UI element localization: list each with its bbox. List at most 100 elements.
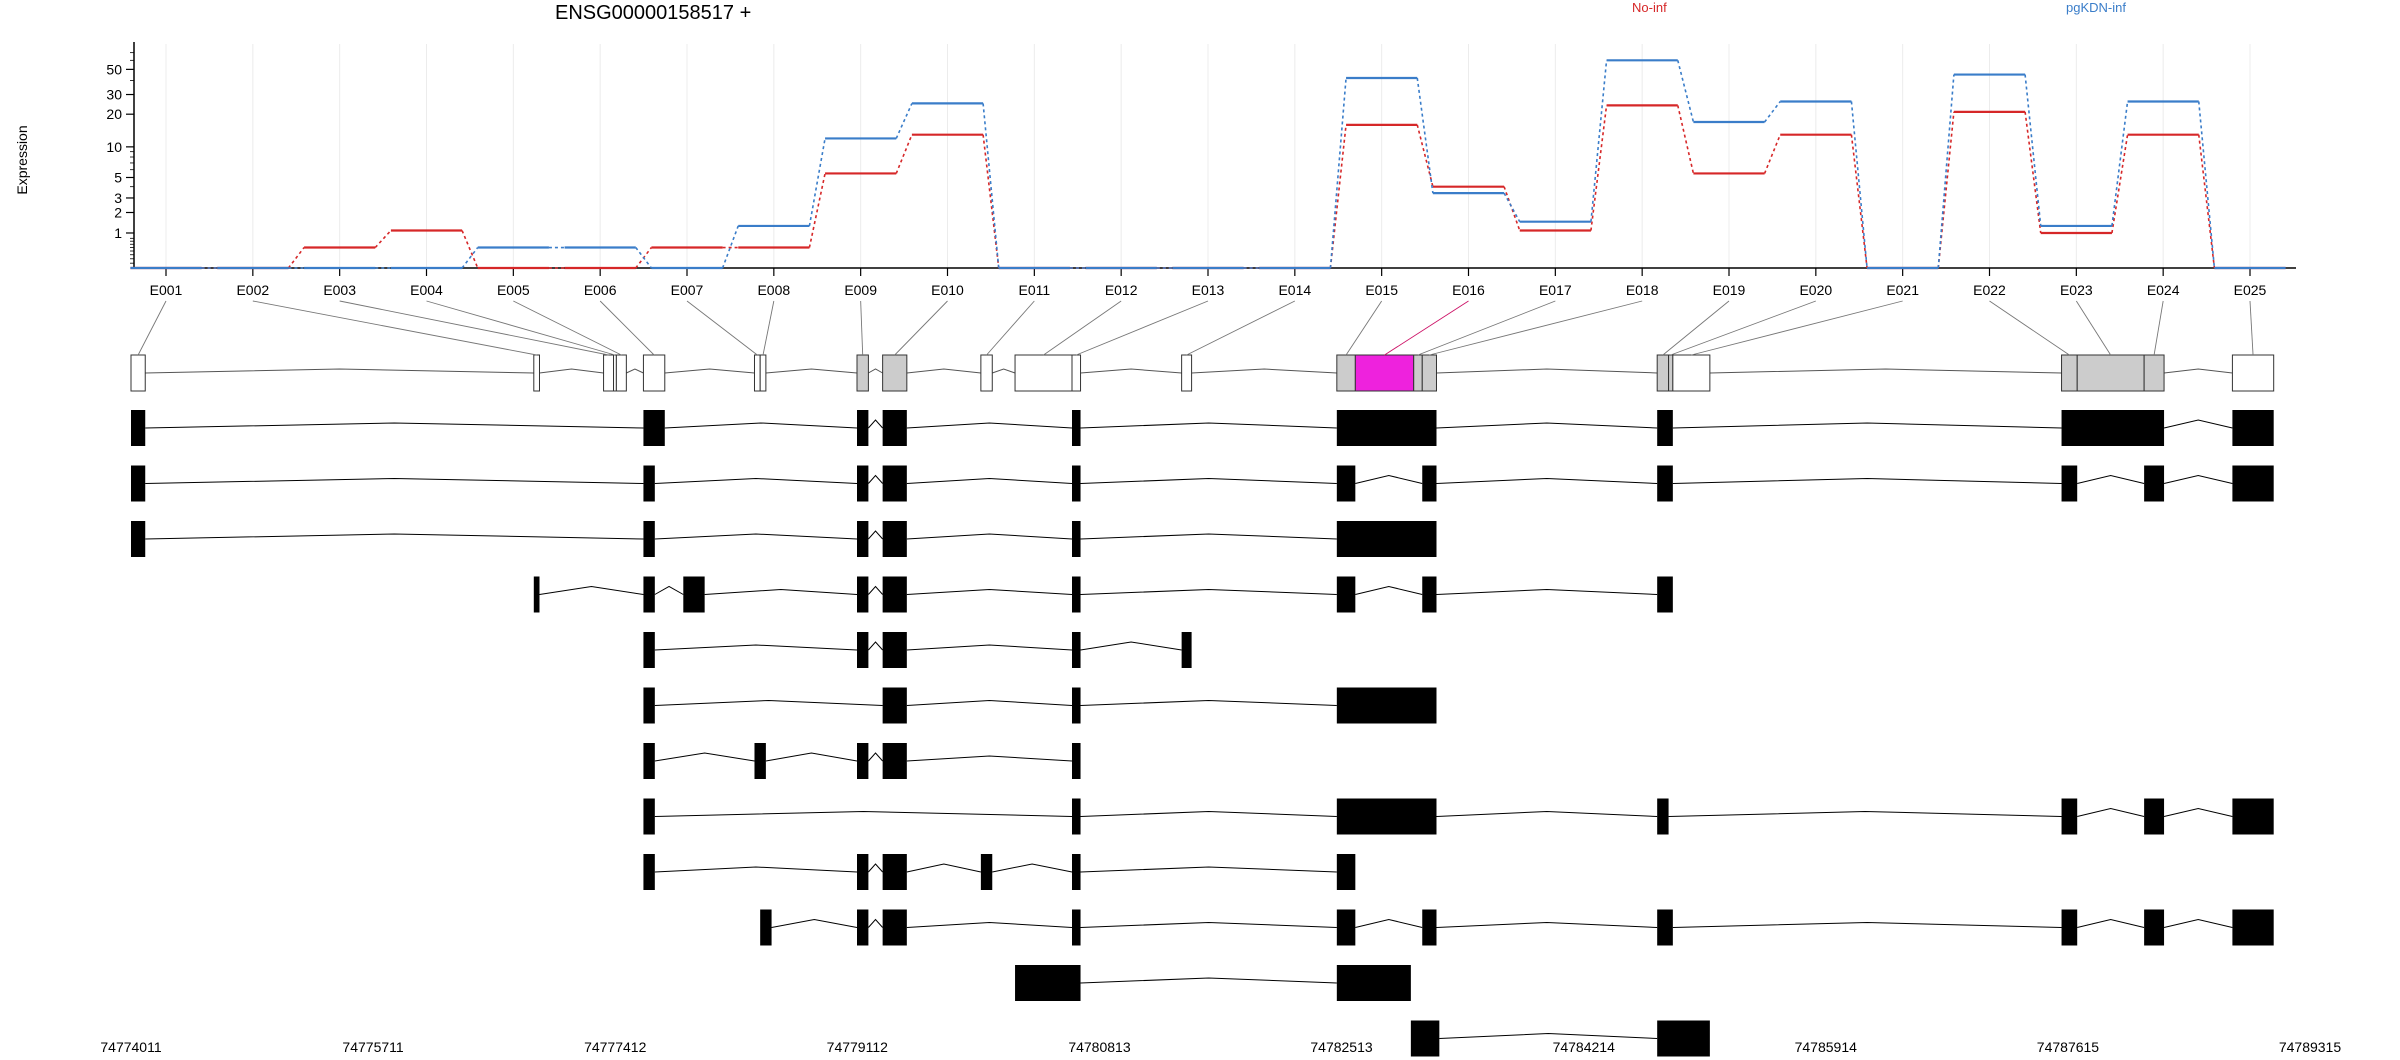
- transcript-intron: [906, 533, 1073, 540]
- transcript-exon: [1336, 687, 1437, 724]
- transcript-exon: [1336, 521, 1437, 557]
- exon-label: E022: [1973, 282, 2006, 298]
- transcript-exon: [857, 521, 869, 557]
- transcript-exon: [1336, 798, 1437, 835]
- transcript-intron: [771, 918, 858, 928]
- exon-leader-line: [1429, 300, 1643, 356]
- exon-leader-line: [686, 300, 758, 356]
- y-axis-label: Expression: [14, 125, 30, 195]
- transcript-intron: [1672, 477, 2062, 484]
- model-intron: [992, 368, 1016, 374]
- transcript-exon: [1071, 909, 1081, 946]
- transcript-intron: [654, 585, 684, 595]
- series-pgkdn-inf-connector: [1329, 77, 1347, 269]
- model-intron: [765, 368, 858, 374]
- exon-label: E025: [2234, 282, 2267, 298]
- transcript-intron: [1080, 977, 1337, 984]
- transcript-intron: [1080, 866, 1337, 873]
- transcript-exon: [2061, 465, 2078, 502]
- transcript-exon: [131, 465, 146, 502]
- exon-bin-e021: [1672, 354, 1711, 392]
- series-pgkdn-inf-connector: [2024, 74, 2042, 227]
- transcript-exon: [882, 909, 907, 946]
- transcript-intron: [868, 918, 884, 928]
- transcript-exon: [533, 576, 540, 613]
- transcript-exon: [2144, 465, 2165, 502]
- transcript-exon: [882, 521, 907, 557]
- transcript-exon: [2232, 798, 2274, 835]
- transcript-intron: [906, 588, 1073, 595]
- transcript-exon: [980, 854, 993, 890]
- transcript-exon: [1071, 576, 1081, 613]
- transcript-exon: [1071, 521, 1081, 557]
- exon-bin-e006: [642, 354, 666, 392]
- transcript-intron: [2163, 807, 2233, 817]
- exon-label: E020: [1799, 282, 1832, 298]
- transcript-exon: [1071, 632, 1081, 668]
- transcript-exon: [857, 410, 869, 446]
- exon-bin-e014: [1181, 354, 1193, 392]
- model-intron: [145, 368, 534, 374]
- exon-leader-line: [894, 300, 948, 356]
- transcript-intron: [654, 752, 755, 762]
- exon-label: E010: [931, 282, 964, 298]
- exon-bin-e019: [1656, 354, 1670, 392]
- transcript-intron: [868, 863, 884, 873]
- model-intron: [868, 368, 883, 374]
- exon-leader-line: [426, 300, 616, 356]
- model-intron: [1709, 368, 2062, 374]
- exon-label: E004: [410, 282, 443, 298]
- exon-label: E014: [1278, 282, 1311, 298]
- transcript-exon: [857, 465, 869, 502]
- series-no-inf-connector: [2024, 111, 2042, 234]
- exon-bin-e009: [856, 354, 869, 392]
- exon-bin-e002: [533, 354, 540, 392]
- transcript-exon: [882, 743, 907, 779]
- transcript-intron: [654, 477, 858, 484]
- transcript-intron: [2077, 918, 2145, 928]
- transcript-exon: [2061, 410, 2165, 446]
- transcript-exon: [857, 909, 869, 946]
- series-pgkdn-inf-connector: [1763, 101, 1781, 123]
- transcript-exon: [2232, 909, 2274, 946]
- series-no-inf-connector: [1937, 111, 1955, 269]
- model-intron: [1080, 368, 1182, 374]
- transcript-intron: [1436, 921, 1658, 928]
- model-intron: [906, 368, 981, 374]
- transcript-exon: [882, 687, 907, 724]
- exon-bin-e015: [1336, 354, 1356, 392]
- y-tick-label: 2: [114, 205, 122, 221]
- exon-bin-e003: [603, 354, 615, 392]
- exon-leader-line: [339, 300, 609, 356]
- model-intron: [626, 368, 644, 374]
- exon-leader-line: [860, 300, 864, 356]
- model-intron: [539, 368, 604, 374]
- transcript-exon: [643, 798, 655, 835]
- transcript-intron: [1436, 477, 1658, 484]
- transcript-intron: [1672, 422, 2062, 429]
- exon-leader-line: [599, 300, 655, 356]
- transcript-exon: [1657, 576, 1673, 613]
- transcript-exon: [1422, 576, 1437, 613]
- transcript-intron: [654, 533, 858, 540]
- exon-label: E018: [1626, 282, 1659, 298]
- exon-leader-line: [1043, 300, 1122, 356]
- exon-label: E007: [671, 282, 704, 298]
- exon-bin-e008: [759, 354, 767, 392]
- transcript-exon: [857, 743, 869, 779]
- transcript-exon: [1336, 465, 1356, 502]
- transcript-exon: [643, 465, 655, 502]
- genomic-coordinate-label: 74777412: [584, 1039, 647, 1055]
- exon-leader-line: [1691, 300, 1903, 356]
- transcript-intron: [1080, 641, 1182, 651]
- transcript-intron: [654, 866, 858, 873]
- transcript-exon: [2144, 909, 2165, 946]
- transcript-exon: [643, 632, 655, 668]
- series-pgkdn-inf-connector: [895, 103, 913, 139]
- transcript-exon: [1410, 1020, 1440, 1057]
- transcript-intron: [1080, 477, 1337, 484]
- transcript-exon: [857, 632, 869, 668]
- transcript-intron: [1668, 810, 2062, 817]
- genomic-coordinate-label: 74779112: [827, 1039, 888, 1055]
- transcript-exon: [131, 410, 146, 446]
